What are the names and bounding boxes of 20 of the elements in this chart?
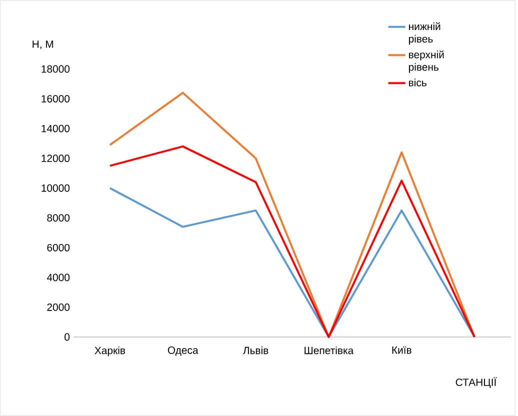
y-tick-label: 16000 [42, 95, 70, 102]
line-series [108, 187, 476, 338]
y-tick-label: 2000 [47, 304, 70, 311]
y-tick-label: 4000 [46, 274, 70, 282]
x-tick-label: Львів [243, 346, 268, 354]
y-axis-title: H, M [32, 40, 54, 50]
legend-label: вісь [409, 78, 426, 86]
x-axis-title: СТАНЦІЇ [456, 377, 497, 388]
y-tick-label: 10000 [42, 184, 70, 192]
y-tick-label: 14000 [42, 124, 70, 132]
y-tick-label: 8000 [47, 214, 70, 222]
line-series [108, 145, 476, 338]
y-tick-label: 18000 [42, 65, 70, 73]
y-tick-label: 6000 [47, 244, 70, 252]
x-tick-label: Київ [392, 346, 412, 354]
x-tick-label: Одеса [168, 346, 198, 356]
x-tick-label: Харків [94, 346, 126, 356]
x-tick-label: Шепетівка [304, 346, 354, 354]
y-tick-label: 12000 [42, 154, 70, 162]
y-tick-label: 0 [64, 333, 70, 341]
